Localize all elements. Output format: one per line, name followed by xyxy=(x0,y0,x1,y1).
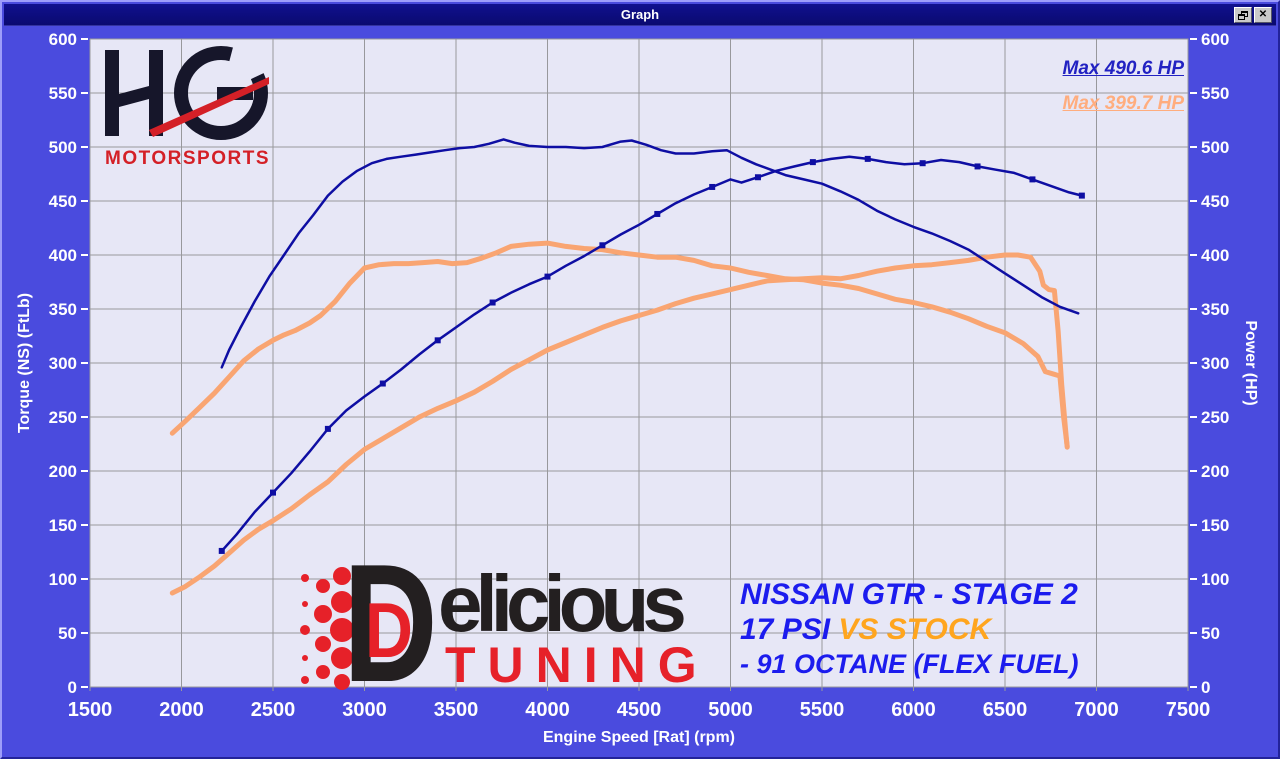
x-tick-label: 2500 xyxy=(251,699,296,721)
hg-logo-mark: MOTORSPORTS xyxy=(105,46,270,169)
right-tick-label: 200 xyxy=(1201,462,1229,481)
right-tick-label: 400 xyxy=(1201,246,1229,265)
x-tick-label: 2000 xyxy=(159,699,204,721)
delicious-dots-icon xyxy=(300,567,354,690)
series-stock-torque xyxy=(169,240,1070,449)
x-tick-label: 1500 xyxy=(68,699,113,721)
series-marker xyxy=(919,160,926,167)
right-tick-label: 500 xyxy=(1201,138,1229,157)
series-marker xyxy=(974,163,981,170)
left-tick-label: 300 xyxy=(49,354,77,373)
left-axis-title: Torque (NS) (FtLb) xyxy=(16,293,33,433)
x-tick-label: 3500 xyxy=(434,699,479,721)
restore-button[interactable] xyxy=(1234,7,1252,23)
x-tick-label: 4000 xyxy=(525,699,570,721)
left-tick-label: 50 xyxy=(58,624,77,643)
left-tick-label: 600 xyxy=(49,30,77,49)
x-tick-label: 6000 xyxy=(891,699,936,721)
right-axis-title: Power (HP) xyxy=(1242,320,1259,405)
series-marker xyxy=(489,299,496,306)
close-button[interactable]: ✕ xyxy=(1254,7,1272,23)
delicious-tuning-logo: D D elicious TUNING xyxy=(295,539,735,707)
series-marker xyxy=(654,210,661,217)
series-marker xyxy=(324,425,331,432)
annotation-fuel: - 91 OCTANE (FLEX FUEL) xyxy=(740,649,1079,679)
right-tick-label: 450 xyxy=(1201,192,1229,211)
annotation-vs-stock: VS STOCK xyxy=(838,613,992,646)
right-tick-label: 50 xyxy=(1201,624,1220,643)
right-tick-label: 350 xyxy=(1201,300,1229,319)
delicious-inner-d: D xyxy=(365,586,413,674)
x-tick-label: 5500 xyxy=(800,699,845,721)
window-controls: ✕ xyxy=(1234,7,1272,23)
x-axis-title: Engine Speed [Rat] (rpm) xyxy=(543,729,735,746)
left-tick-label: 150 xyxy=(49,516,77,535)
legend-max-stock-hp: Max 399.7 HP xyxy=(1062,93,1184,114)
left-tick-label: 0 xyxy=(68,678,77,697)
close-icon: ✕ xyxy=(1258,9,1268,20)
series-marker xyxy=(599,242,606,249)
x-tick-label: 6500 xyxy=(983,699,1028,721)
right-tick-label: 300 xyxy=(1201,354,1229,373)
right-tick-label: 550 xyxy=(1201,84,1229,103)
tuning-text: TUNING xyxy=(445,637,709,693)
series-marker xyxy=(544,273,551,280)
left-tick-label: 500 xyxy=(49,138,77,157)
left-tick-label: 100 xyxy=(49,570,77,589)
right-tick-label: 0 xyxy=(1201,678,1210,697)
series-marker xyxy=(1078,192,1085,199)
annotation-title: NISSAN GTR - STAGE 2 xyxy=(740,578,1078,611)
right-tick-label: 250 xyxy=(1201,408,1229,427)
left-tick-label: 400 xyxy=(49,246,77,265)
hg-motorsports-text: MOTORSPORTS xyxy=(105,148,270,168)
legend-max-tuned-hp: Max 490.6 HP xyxy=(1062,58,1184,79)
delicious-text: elicious xyxy=(438,559,687,648)
run-annotations: NISSAN GTR - STAGE 2 17 PSI VS STOCK - 9… xyxy=(740,577,1079,682)
series-marker xyxy=(434,337,441,344)
series-marker xyxy=(379,380,386,387)
series-stage2-torque xyxy=(220,138,1080,369)
left-tick-label: 200 xyxy=(49,462,77,481)
left-tick-label: 550 xyxy=(49,84,77,103)
x-tick-label: 7500 xyxy=(1166,699,1211,721)
x-tick-label: 7000 xyxy=(1074,699,1119,721)
series-marker xyxy=(270,489,276,496)
x-tick-label: 3000 xyxy=(342,699,387,721)
left-tick-label: 350 xyxy=(49,300,77,319)
x-tick-label: 4500 xyxy=(617,699,662,721)
x-tick-label: 5000 xyxy=(708,699,753,721)
series-marker xyxy=(709,183,716,190)
title-bar[interactable]: Graph ✕ xyxy=(4,4,1276,26)
hg-motorsports-logo: MOTORSPORTS xyxy=(97,46,287,169)
restore-icon xyxy=(1238,10,1248,20)
hg-red-swoosh xyxy=(149,77,269,137)
series-marker xyxy=(754,174,761,181)
right-tick-label: 150 xyxy=(1201,516,1229,535)
annotation-psi: 17 PSI xyxy=(740,613,839,646)
series-marker xyxy=(809,159,816,166)
annotation-comparison: 17 PSI VS STOCK xyxy=(740,612,1079,647)
series-stock-power xyxy=(169,252,1070,596)
window-title: Graph xyxy=(620,7,660,22)
right-tick-label: 600 xyxy=(1201,30,1229,49)
series-marker xyxy=(1029,176,1036,183)
left-tick-label: 250 xyxy=(49,408,77,427)
left-tick-label: 450 xyxy=(49,192,77,211)
plot-border xyxy=(89,38,1189,688)
series-marker xyxy=(864,155,871,162)
legend: Max 490.6 HP Max 399.7 HP xyxy=(1063,58,1184,115)
delicious-big-d: D xyxy=(343,529,438,717)
right-tick-label: 100 xyxy=(1201,570,1229,589)
series-marker xyxy=(218,547,225,554)
